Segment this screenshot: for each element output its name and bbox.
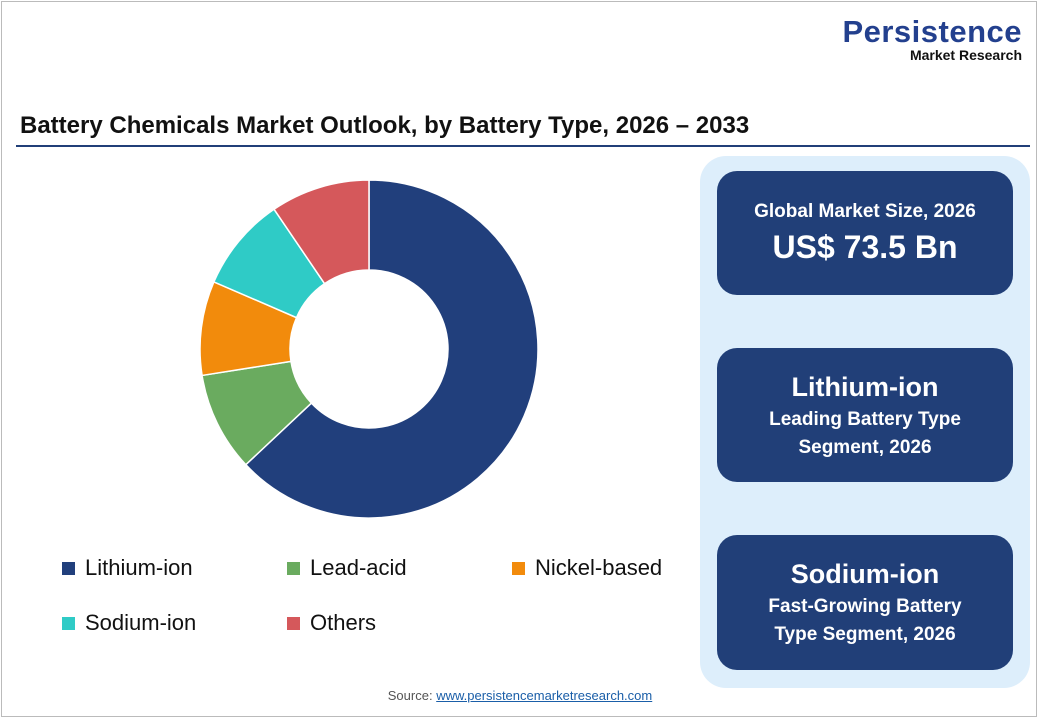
legend-swatch	[62, 616, 75, 630]
legend-item: Lithium-ion	[62, 555, 193, 581]
donut-chart	[199, 179, 539, 519]
legend-item: Others	[287, 610, 376, 636]
card-label: Global Market Size, 2026	[754, 200, 976, 222]
legend-swatch	[287, 561, 300, 575]
card-value: Lithium-ion	[791, 371, 939, 402]
legend-item: Nickel-based	[512, 555, 662, 581]
legend-swatch	[512, 561, 525, 575]
fastest-segment-card: Sodium-ion Fast-Growing Battery Type Seg…	[717, 535, 1013, 670]
slice-others	[272, 179, 370, 285]
leading-segment-card: Lithium-ion Leading Battery Type Segment…	[717, 348, 1013, 482]
legend-label: Nickel-based	[535, 555, 663, 580]
legend-swatch	[62, 561, 75, 575]
legend-label: Lead-acid	[310, 555, 407, 580]
title-divider	[16, 145, 1030, 147]
card-value: US$ 73.5 Bn	[772, 228, 958, 265]
card-label: Type Segment, 2026	[774, 624, 956, 645]
card-value: Sodium-ion	[790, 559, 940, 589]
market-size-card: Global Market Size, 2026 US$ 73.5 Bn	[717, 171, 1013, 295]
legend-swatch	[287, 616, 300, 630]
source: Source: www.persistencemarketresearch.co…	[0, 688, 1040, 703]
legend-item: Sodium-ion	[62, 610, 196, 636]
chart-title: Battery Chemicals Market Outlook, by Bat…	[20, 112, 750, 139]
logo-line1: Persistence	[842, 14, 1022, 49]
source-link[interactable]: www.persistencemarketresearch.com	[436, 688, 653, 703]
source-label: Source:	[387, 688, 433, 703]
legend-label: Sodium-ion	[85, 610, 197, 635]
logo: Persistence Market Research	[842, 14, 1022, 63]
card-label: Leading Battery Type	[769, 408, 961, 430]
legend-label: Lithium-ion	[85, 555, 193, 580]
card-label: Segment, 2026	[798, 436, 932, 458]
card-label: Fast-Growing Battery	[768, 596, 962, 617]
logo-line2: Market Research	[909, 47, 1022, 63]
legend-label: Others	[310, 610, 377, 635]
slice-lithium-ion	[244, 179, 539, 519]
legend-item: Lead-acid	[287, 555, 407, 581]
